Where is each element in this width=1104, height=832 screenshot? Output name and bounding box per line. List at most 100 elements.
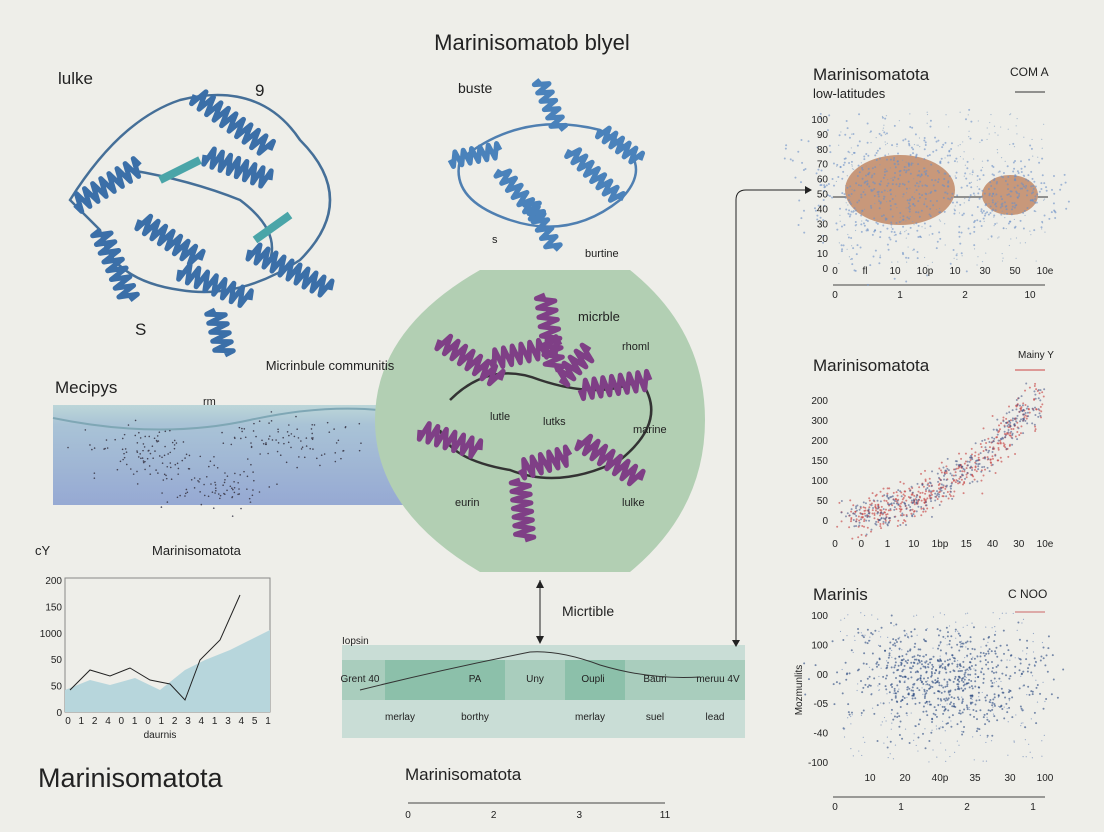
dot: [965, 177, 968, 180]
dot: [1033, 385, 1036, 388]
dot: [996, 429, 999, 432]
dot: [937, 484, 940, 487]
dot: [1013, 178, 1016, 181]
dot: [987, 451, 990, 454]
dot: [1016, 430, 1019, 433]
chart-title: Marinisomatota: [813, 65, 930, 84]
dot: [889, 238, 892, 241]
dot: [879, 256, 882, 259]
dot: [967, 669, 970, 671]
dot: [240, 507, 242, 510]
dot: [889, 208, 892, 211]
dot: [903, 629, 906, 632]
dot: [198, 481, 200, 483]
dot: [820, 169, 823, 172]
dot: [857, 184, 860, 187]
dot: [1013, 206, 1016, 209]
dot: [903, 184, 906, 186]
dot: [1034, 414, 1037, 417]
dot: [887, 656, 890, 659]
dot: [1000, 687, 1003, 690]
dot: [982, 716, 985, 719]
dot: [868, 684, 871, 687]
dot: [913, 682, 916, 685]
dot: [941, 146, 944, 149]
dot: [936, 169, 939, 172]
dot: [864, 509, 867, 512]
dot: [961, 677, 964, 680]
dot: [942, 466, 945, 469]
strand: [158, 156, 202, 184]
dot: [1001, 708, 1004, 711]
dot: [1020, 418, 1023, 421]
dot: [859, 680, 862, 683]
dot: [999, 442, 1002, 445]
tick-label: 15: [961, 539, 973, 550]
dot: [879, 525, 882, 528]
dot: [290, 446, 292, 449]
tick-label: 0: [822, 516, 828, 527]
dot: [939, 211, 942, 214]
dot: [946, 154, 949, 157]
dot: [919, 648, 922, 651]
dot: [868, 666, 871, 668]
dot: [899, 212, 902, 215]
dot: [871, 707, 874, 709]
dot: [966, 708, 969, 711]
dot: [879, 509, 882, 512]
dot: [952, 702, 955, 705]
dot: [976, 219, 979, 222]
dot: [1007, 431, 1010, 434]
dot: [998, 236, 1000, 238]
dot: [907, 233, 910, 236]
dot: [885, 132, 888, 135]
tick-label: 0: [405, 810, 411, 821]
dot: [907, 140, 910, 143]
dot: [800, 181, 803, 184]
dot: [891, 215, 894, 218]
dot: [838, 262, 840, 265]
dot: [868, 512, 871, 515]
dot: [947, 185, 950, 188]
dot: [123, 456, 126, 459]
dot: [1008, 244, 1010, 247]
dot: [252, 471, 254, 473]
dot: [991, 436, 994, 439]
dot: [919, 674, 922, 677]
dot: [858, 508, 861, 511]
dot: [950, 142, 953, 145]
tick-label: 100: [811, 476, 828, 487]
dot: [909, 226, 912, 229]
dot: [214, 484, 217, 486]
dot: [163, 473, 166, 476]
dot: [1000, 213, 1003, 216]
tick-label: 150: [811, 456, 828, 467]
dot: [912, 661, 915, 664]
dot: [1011, 443, 1014, 446]
label: cY: [35, 543, 51, 558]
dot: [889, 204, 892, 207]
dot: [916, 174, 919, 177]
dot: [934, 136, 937, 139]
dot: [958, 709, 961, 712]
dot: [226, 489, 228, 492]
dot: [1031, 138, 1033, 141]
dot: [901, 699, 904, 702]
dot: [987, 437, 990, 440]
dot: [858, 519, 861, 522]
dot: [997, 696, 1000, 698]
dot: [1032, 409, 1035, 412]
dot: [1035, 388, 1038, 391]
dot: [941, 184, 944, 187]
dot: [983, 439, 986, 442]
dot: [902, 159, 904, 161]
dot: [877, 193, 880, 196]
tick-label: 10e: [1037, 266, 1054, 277]
dot: [945, 749, 947, 751]
dot: [948, 149, 951, 152]
dot: [980, 208, 983, 211]
dot: [1007, 691, 1010, 694]
dot: [208, 465, 210, 468]
dot: [1003, 430, 1006, 433]
dot: [899, 481, 902, 484]
